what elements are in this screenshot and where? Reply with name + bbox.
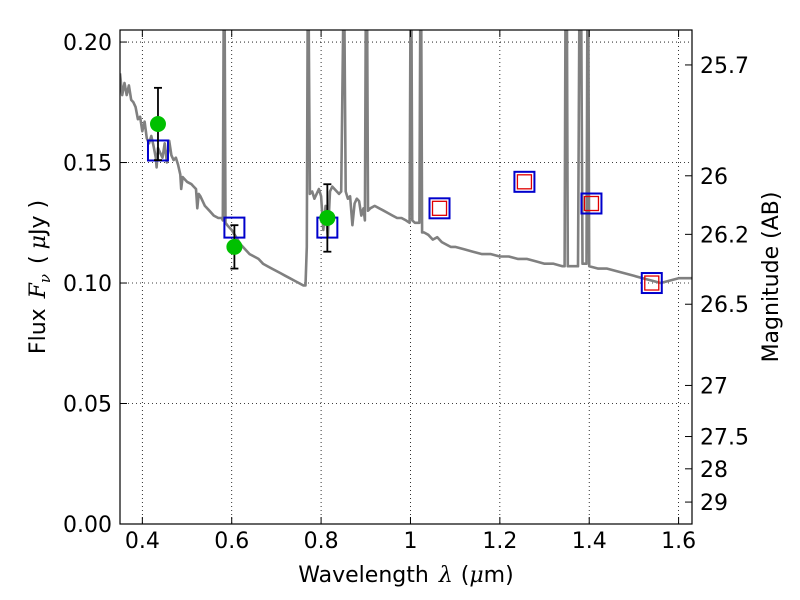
x-tick-label: 1 bbox=[403, 529, 417, 554]
y2-tick-label: 28 bbox=[700, 458, 728, 483]
y2-tick-label: 25.7 bbox=[700, 54, 749, 79]
model-photometry-marker bbox=[580, 192, 603, 215]
upper-limit-marker bbox=[431, 200, 448, 216]
model-photometry-marker bbox=[513, 170, 536, 193]
upper-limit-marker bbox=[516, 174, 533, 190]
y2-tick-label: 26 bbox=[700, 165, 728, 190]
y-tick-label: 0.20 bbox=[63, 31, 112, 56]
model-photometry-marker bbox=[640, 272, 663, 295]
upper-limit-marker bbox=[644, 275, 660, 291]
series-layer bbox=[120, 30, 692, 287]
sed-model-line bbox=[120, 30, 692, 287]
observed-photometry-point bbox=[149, 115, 166, 132]
y-tick-label: 0.00 bbox=[63, 513, 112, 538]
plot-frame bbox=[119, 29, 693, 525]
y2-tick-label: 29 bbox=[700, 491, 728, 516]
x-tick-label: 1.6 bbox=[661, 529, 696, 554]
y2-tick-label: 27.5 bbox=[700, 426, 749, 451]
upper-limit-marker bbox=[583, 195, 600, 212]
y-axis-label: FluxFν(μJy ) bbox=[26, 200, 54, 354]
y2-tick-label: 26.5 bbox=[700, 293, 749, 318]
observed-photometry-point bbox=[319, 209, 336, 226]
model-photometry-marker bbox=[428, 197, 451, 220]
x-axis-label: Wavelength λ (μm) bbox=[298, 563, 513, 588]
x-tick-label: 0.6 bbox=[214, 529, 249, 554]
y2-tick-label: 26.2 bbox=[700, 223, 749, 248]
axes: 0.4 0.6 0.8 1 1.2 1.4 1.6 0.00 0.05 0.10 0.15 0.20 2… bbox=[63, 30, 749, 554]
x-tick-label: 0.8 bbox=[304, 529, 339, 554]
observed-photometry-point bbox=[226, 238, 243, 255]
marker-layer bbox=[146, 86, 663, 295]
x-tick-label: 1.2 bbox=[482, 529, 517, 554]
y2-tick-label: 27 bbox=[700, 374, 728, 399]
y2-axis-label: Magnitude (AB) bbox=[759, 192, 784, 363]
y-tick-label: 0.15 bbox=[63, 152, 112, 177]
x-tick-label: 0.4 bbox=[125, 529, 160, 554]
x-tick-label: 1.4 bbox=[572, 529, 607, 554]
y-tick-label: 0.05 bbox=[63, 393, 112, 418]
y-tick-label: 0.10 bbox=[63, 272, 112, 297]
